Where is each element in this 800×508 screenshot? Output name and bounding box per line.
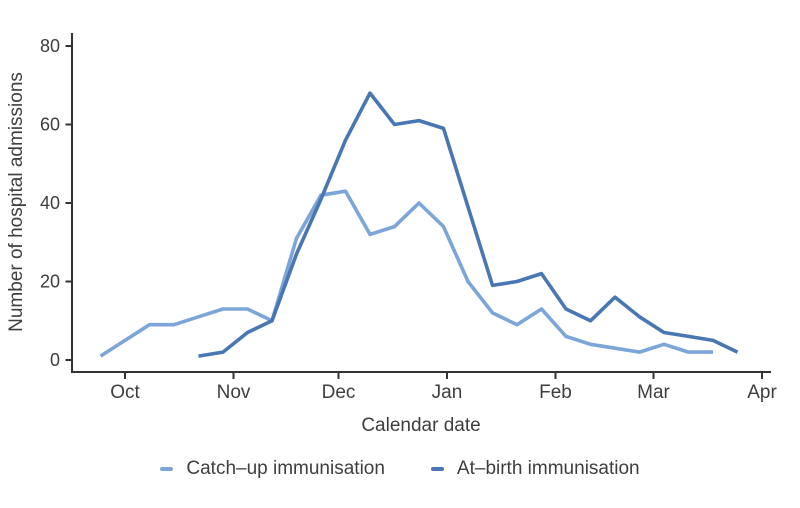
legend-label-catch-up: Catch–up immunisation: [186, 458, 385, 479]
legend-item-catch-up: Catch–up immunisation: [160, 458, 385, 480]
y-tick-label: 0: [50, 350, 60, 370]
legend: Catch–up immunisation At–birth immunisat…: [0, 458, 800, 480]
legend-label-at-birth: At–birth immunisation: [456, 458, 640, 479]
series-line-catch-up: [99, 189, 713, 358]
y-tick-label: 20: [40, 272, 60, 292]
y-tick-label: 80: [40, 36, 60, 56]
x-tick-label: Dec: [322, 382, 356, 403]
x-tick-label: Apr: [747, 382, 777, 403]
legend-line-swatch-at-birth: [430, 467, 444, 471]
series-line-at-birth: [198, 91, 739, 358]
x-tick-label: Nov: [217, 382, 251, 403]
x-tick-label: Mar: [637, 382, 670, 403]
x-axis-title: Calendar date: [361, 415, 480, 436]
x-axis-ticks: Oct Nov Dec Jan Feb Mar Apr: [110, 373, 777, 403]
y-tick-label: 40: [40, 193, 60, 213]
x-tick-label: Oct: [110, 382, 140, 403]
legend-item-at-birth: At–birth immunisation: [430, 458, 640, 480]
x-tick-label: Jan: [432, 382, 463, 403]
plot-area: 0 20 40 60 80 Oct Nov Dec Jan Feb Mar Apr Calendar…: [6, 33, 777, 436]
y-axis-ticks: 0 20 40 60 80: [40, 36, 71, 370]
legend-line-swatch-catch-up: [160, 467, 174, 471]
x-tick-label: Feb: [539, 382, 572, 403]
y-tick-label: 60: [40, 115, 60, 135]
y-axis-title: Number of hospital admissions: [6, 72, 27, 332]
series-lines: [99, 91, 739, 358]
